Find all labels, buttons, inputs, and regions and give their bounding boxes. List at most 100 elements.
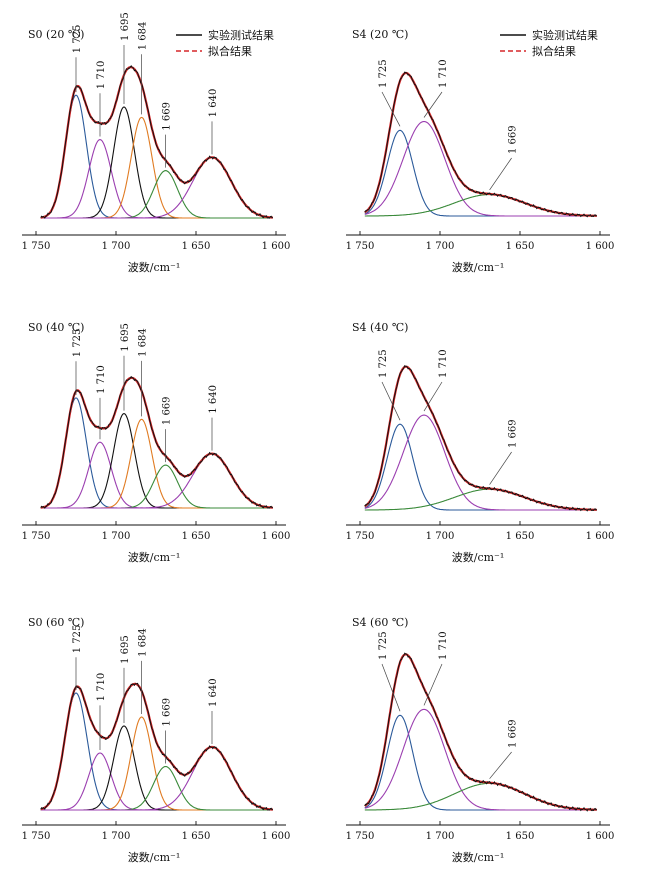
- peak-label-1725: 1 725: [72, 25, 83, 54]
- peak-label-1725: 1 725: [378, 349, 389, 378]
- peak-leader: [381, 91, 401, 127]
- component-1725: [40, 692, 273, 811]
- peak-label-1684: 1 684: [138, 328, 149, 357]
- x-axis-label: 波数/cm⁻¹: [452, 551, 505, 564]
- peak-label-1669: 1 669: [162, 396, 173, 425]
- experimental-curve: [40, 375, 273, 509]
- x-axis-label: 波数/cm⁻¹: [128, 261, 181, 274]
- component-1710: [364, 708, 597, 811]
- panel-5: S0 (60 ℃) 1 750 1 700 1 650 1 600 波数/cm⁻¹ 1 72…: [22, 616, 291, 864]
- x-tick-label: 1 600: [262, 241, 291, 252]
- component-1684: [40, 418, 273, 509]
- peak-label-1640: 1 640: [208, 385, 219, 414]
- fit-curve: [40, 376, 273, 509]
- x-tick-label: 1 750: [22, 831, 51, 842]
- x-axis-label: 波数/cm⁻¹: [128, 851, 181, 864]
- x-axis-label: 波数/cm⁻¹: [452, 851, 505, 864]
- panel-4: S4 (40 ℃) 1 750 1 700 1 650 1 600 波数/cm⁻¹ 1 72…: [346, 321, 615, 564]
- panel-1: S0 (20 ℃) 1 750 1 700 1 650 1 600 波数/cm⁻¹ 1 72…: [22, 12, 291, 274]
- panel-title: S0 (60 ℃): [28, 616, 84, 629]
- x-tick-label: 1 650: [506, 241, 535, 252]
- panel-3: S0 (40 ℃) 1 750 1 700 1 650 1 600 波数/cm⁻¹ 1 72…: [22, 321, 291, 564]
- x-tick-label: 1 650: [182, 241, 211, 252]
- component-1725: [40, 397, 273, 509]
- experimental-curve: [40, 65, 273, 219]
- peak-label-1710: 1 710: [438, 349, 449, 378]
- x-tick-label: 1 600: [262, 831, 291, 842]
- x-tick-label: 1 700: [426, 531, 455, 542]
- panel-title: S4 (20 ℃): [352, 28, 408, 41]
- peak-label-1669: 1 669: [162, 698, 173, 727]
- x-tick-label: 1 750: [346, 531, 375, 542]
- panel-title: S0 (40 ℃): [28, 321, 84, 334]
- legend-fit-label: 拟合结果: [208, 44, 252, 58]
- peak-label-1725: 1 725: [378, 631, 389, 660]
- component-1695: [40, 106, 273, 219]
- x-axis-label: 波数/cm⁻¹: [128, 551, 181, 564]
- fit-curve: [40, 66, 273, 219]
- fit-curve: [40, 682, 273, 811]
- component-1710: [40, 752, 273, 811]
- experimental-curve: [364, 652, 597, 812]
- legend-fit-label: 拟合结果: [532, 44, 576, 58]
- x-tick-label: 1 600: [586, 241, 615, 252]
- x-tick-label: 1 700: [102, 831, 131, 842]
- x-tick-label: 1 700: [426, 831, 455, 842]
- peak-label-1710: 1 710: [96, 673, 107, 702]
- peak-label-1684: 1 684: [138, 628, 149, 657]
- component-1695: [40, 725, 273, 811]
- peak-leader: [381, 381, 401, 421]
- component-1710: [364, 120, 597, 217]
- x-tick-label: 1 750: [22, 241, 51, 252]
- component-1695: [40, 413, 273, 509]
- peak-label-1725: 1 725: [72, 625, 83, 654]
- component-1725: [40, 94, 273, 219]
- peak-leader: [423, 91, 443, 118]
- peak-label-1725: 1 725: [378, 59, 389, 88]
- x-tick-label: 1 700: [102, 531, 131, 542]
- peak-label-1669: 1 669: [508, 125, 519, 154]
- x-tick-label: 1 750: [346, 241, 375, 252]
- x-tick-label: 1 600: [262, 531, 291, 542]
- peak-label-1725: 1 725: [72, 329, 83, 358]
- component-1684: [40, 116, 273, 219]
- fit-curve: [364, 653, 597, 811]
- experimental-curve: [40, 682, 273, 811]
- component-1640: [40, 453, 273, 509]
- component-1725: [364, 423, 597, 511]
- panel-title: S4 (60 ℃): [352, 616, 408, 629]
- peak-label-1640: 1 640: [208, 89, 219, 118]
- peak-label-1669: 1 669: [162, 102, 173, 131]
- peak-label-1710: 1 710: [96, 365, 107, 394]
- panel-title: S0 (20 ℃): [28, 28, 84, 41]
- panel-6: S4 (60 ℃) 1 750 1 700 1 650 1 600 波数/cm⁻¹ 1 72…: [346, 616, 615, 864]
- x-tick-label: 1 600: [586, 831, 615, 842]
- peak-leader: [489, 157, 512, 191]
- peak-leader: [489, 451, 512, 485]
- peak-leader: [423, 381, 443, 412]
- legend-exp-label: 实验测试结果: [208, 28, 274, 42]
- x-tick-label: 1 650: [506, 831, 535, 842]
- x-tick-label: 1 600: [586, 531, 615, 542]
- x-tick-label: 1 650: [506, 531, 535, 542]
- x-tick-label: 1 650: [182, 831, 211, 842]
- peak-leader: [489, 751, 512, 779]
- legend-exp-label: 实验测试结果: [532, 28, 598, 42]
- component-1725: [364, 714, 597, 811]
- peak-label-1669: 1 669: [508, 419, 519, 448]
- peak-label-1695: 1 695: [120, 12, 131, 41]
- peak-label-1710: 1 710: [438, 59, 449, 88]
- experimental-curve: [364, 71, 597, 218]
- x-tick-label: 1 650: [182, 531, 211, 542]
- x-tick-label: 1 750: [22, 531, 51, 542]
- x-tick-label: 1 700: [426, 241, 455, 252]
- fit-curve: [364, 71, 597, 217]
- panel-2: S4 (20 ℃) 1 750 1 700 1 650 1 600 波数/cm⁻¹ 1 72…: [346, 28, 615, 274]
- peak-label-1695: 1 695: [120, 323, 131, 352]
- component-1684: [40, 716, 273, 811]
- component-1640: [40, 156, 273, 219]
- peak-label-1684: 1 684: [138, 22, 149, 51]
- peak-label-1669: 1 669: [508, 719, 519, 748]
- component-1725: [364, 129, 597, 217]
